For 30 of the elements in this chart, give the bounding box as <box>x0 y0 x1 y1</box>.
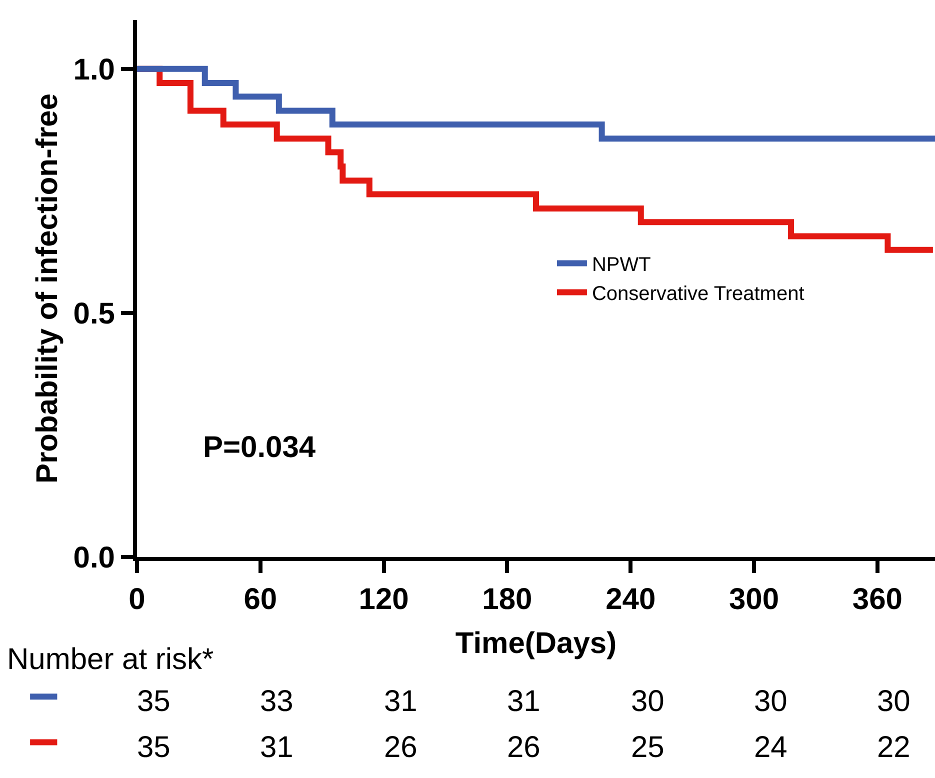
y-axis-title: Probability of infection-free <box>30 93 64 484</box>
x-tick-label: 60 <box>244 583 278 616</box>
text: Number at risk* <box>7 643 214 676</box>
text: 31 <box>260 731 294 764</box>
text: 30 <box>754 685 788 718</box>
text: 31 <box>384 685 418 718</box>
x-tick-label: 240 <box>606 583 656 616</box>
text: 33 <box>260 685 294 718</box>
annotation: P=0.034 <box>203 431 316 464</box>
x-axis-title: Time(Days) <box>455 627 617 660</box>
text: 24 <box>754 731 788 764</box>
text: 35 <box>137 731 170 764</box>
text: 26 <box>507 731 540 764</box>
x-tick-label: 300 <box>728 583 780 616</box>
text: 35 <box>137 685 170 718</box>
y-tick-label: 0.5 <box>73 297 115 330</box>
text: 26 <box>384 731 418 764</box>
text: 30 <box>877 685 910 718</box>
text: 25 <box>631 731 664 764</box>
y-tick-label: 0.0 <box>73 542 115 574</box>
legend-label: Conservative Treatment <box>592 283 805 306</box>
x-tick-label: 360 <box>852 583 902 616</box>
y-tick-label: 1.0 <box>73 53 115 86</box>
text: 30 <box>631 685 664 718</box>
x-tick-label: 0 <box>128 583 146 616</box>
x-tick-label: 120 <box>358 583 409 616</box>
text: 31 <box>507 685 540 718</box>
legend-label: NPWT <box>592 254 651 276</box>
text: 22 <box>877 731 910 764</box>
x-tick-label: 180 <box>482 583 532 616</box>
